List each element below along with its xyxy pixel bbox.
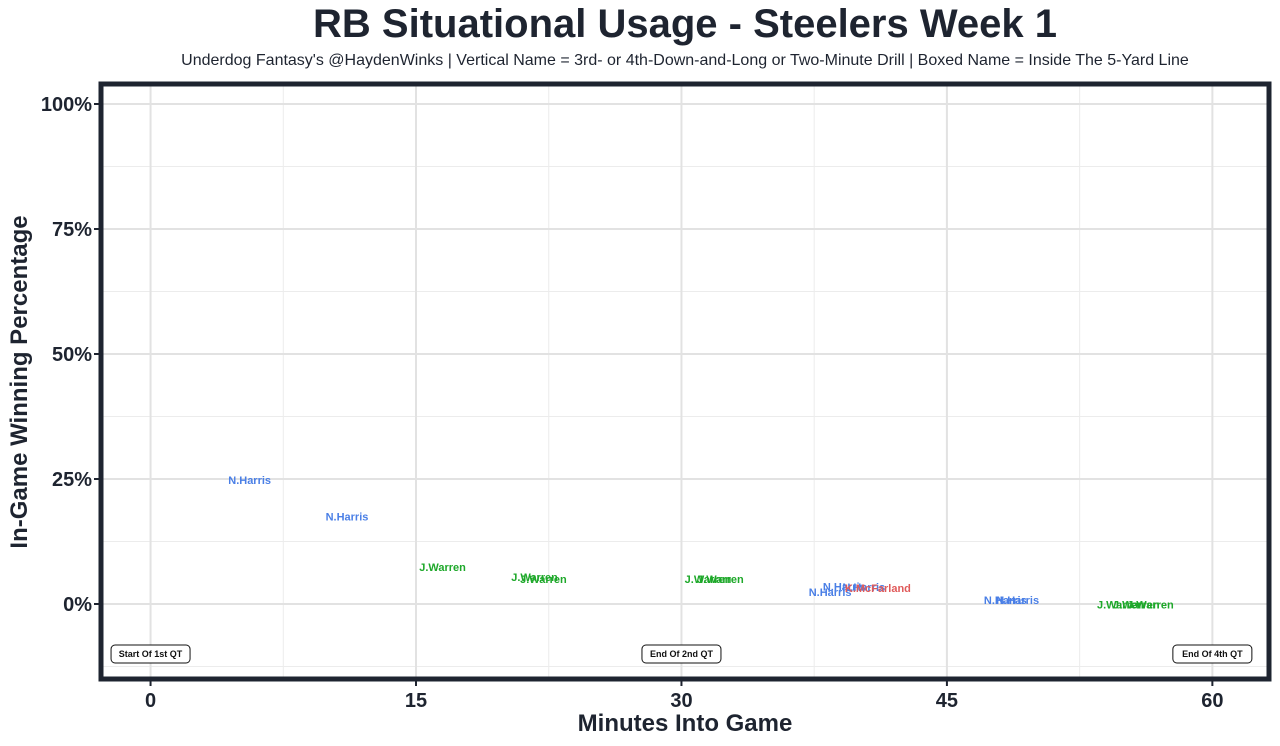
y-axis-title: In-Game Winning Percentage xyxy=(6,215,33,548)
x-tick-label: 45 xyxy=(936,690,958,712)
axis-layer: 0 15 30 45 60 0% 25% 50% 75% 100% xyxy=(41,94,1224,712)
y-tick-label: 100% xyxy=(41,94,92,116)
panel-border xyxy=(98,81,1272,682)
x-tick-label: 60 xyxy=(1201,690,1223,712)
point-label-j-warren: J.Warren xyxy=(419,562,466,574)
y-tick-label: 0% xyxy=(63,594,92,616)
x-axis-title: Minutes Into Game xyxy=(578,710,793,737)
x-tick-label: 0 xyxy=(145,690,156,712)
quarter-annotation-label: End Of 2nd QT xyxy=(650,649,713,659)
y-tick-label: 25% xyxy=(52,469,92,491)
point-label-j-warren: J.Warren xyxy=(1097,600,1144,612)
point-label-n-harris: N.Harris xyxy=(996,595,1039,607)
point-label-n-harris: N.Harris xyxy=(823,582,866,594)
point-label-n-harris: N.Harris xyxy=(228,475,271,487)
point-label-n-harris: N.Harris xyxy=(326,512,369,524)
quarter-annotation-label: End Of 4th QT xyxy=(1182,649,1243,659)
point-label-j-warren: J.Warren xyxy=(511,572,558,584)
point-label-j-warren: J.Warren xyxy=(697,574,744,586)
point-label-n-harris: N.Harris xyxy=(809,587,852,599)
y-tick-label: 75% xyxy=(52,219,92,241)
y-tick-label: 50% xyxy=(52,344,92,366)
marks-layer: N.HarrisN.HarrisN.HarrisN.HarrisN.Harris… xyxy=(228,475,1174,612)
point-label-n-harris: N.Harris xyxy=(984,595,1027,607)
quarter-annotation-box xyxy=(641,644,722,664)
point-label-j-warren: J.Warren xyxy=(1113,600,1160,612)
point-label-j-warren: J.Warren xyxy=(1127,600,1174,612)
chart-subtitle: Underdog Fantasy's @HaydenWinks | Vertic… xyxy=(181,52,1189,69)
point-label-n-harris: N.Harris xyxy=(842,582,885,594)
quarter-annotation-box xyxy=(1172,644,1253,664)
quarter-annotation-box xyxy=(110,644,191,664)
quarter-annotation-label: Start Of 1st QT xyxy=(119,649,183,659)
annotation-layer: Start Of 1st QT End Of 2nd QT End Of 4th Q… xyxy=(110,644,1253,664)
x-tick-label: 30 xyxy=(670,690,692,712)
chart-title: RB Situational Usage - Steelers Week 1 xyxy=(313,2,1057,46)
point-label-j-warren: J.Warren xyxy=(520,574,567,586)
point-label-j-warren: J.Warren xyxy=(685,574,732,586)
x-tick-label: 15 xyxy=(405,690,427,712)
point-label-k-mcfarland: K.McFarland xyxy=(845,583,911,595)
grid-layer xyxy=(101,84,1269,679)
